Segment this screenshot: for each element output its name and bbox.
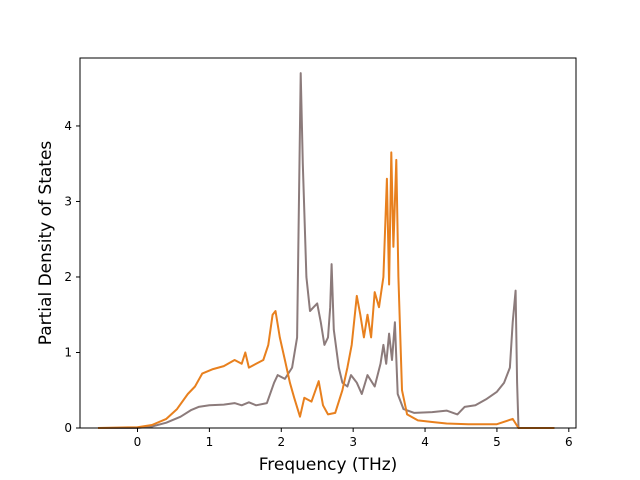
y-tick-label: 1	[64, 345, 72, 359]
y-tick-label: 2	[64, 270, 72, 284]
plot-lines	[97, 72, 555, 429]
x-tick-label: 3	[349, 435, 357, 449]
x-tick-label: 4	[421, 435, 429, 449]
x-axis-label: Frequency (THz)	[259, 455, 398, 475]
x-tick-label: 1	[206, 435, 214, 449]
y-axis-label: Partial Density of States	[36, 141, 56, 346]
x-axis-ticks: 0 1 2 3 4 5 6	[134, 428, 573, 449]
y-tick-label: 4	[64, 119, 72, 133]
x-tick-label: 6	[565, 435, 573, 449]
x-tick-label: 0	[134, 435, 142, 449]
series-line-0	[98, 72, 555, 429]
x-tick-label: 5	[493, 435, 501, 449]
y-tick-label: 0	[64, 421, 72, 435]
y-axis-ticks: 0 1 2 3 4	[64, 119, 80, 435]
y-tick-label: 3	[64, 194, 72, 208]
plot-frame	[79, 57, 577, 429]
x-tick-label: 2	[277, 435, 285, 449]
series-line-1	[97, 151, 555, 429]
